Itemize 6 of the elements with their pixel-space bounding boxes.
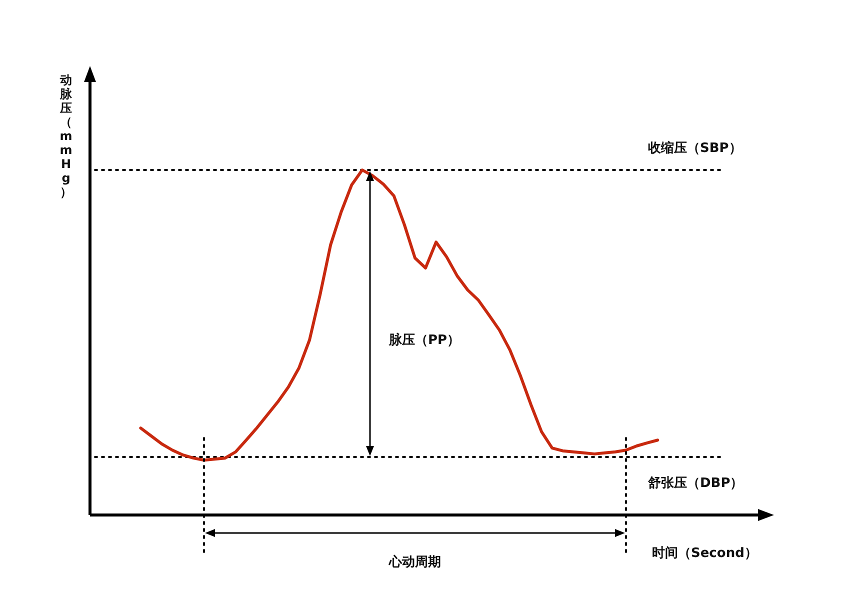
ref-line-label: 舒张压（DBP） [647, 476, 744, 492]
annotation: 脉压（PP） [388, 332, 460, 348]
x-axis-title: 时间（Second） [652, 546, 758, 561]
text: 动脉压（mmHg） [60, 73, 72, 199]
text: 心动周期 [388, 554, 441, 570]
ref-line-label: 收缩压（SBP） [648, 140, 742, 156]
